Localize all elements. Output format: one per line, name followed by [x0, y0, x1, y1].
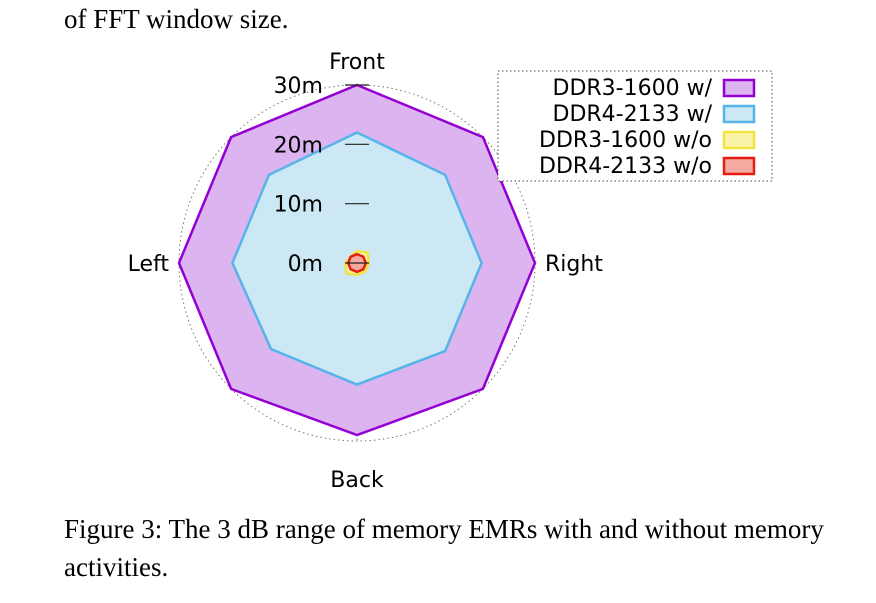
- legend: DDR3-1600 w/DDR4-2133 w/DDR3-1600 w/oDDR…: [497, 70, 773, 182]
- figure-caption: Figure 3: The 3 dB range of memory EMRs …: [64, 514, 824, 582]
- radial-tick-label-0: 0m: [288, 252, 323, 277]
- direction-label-0: Front: [329, 50, 385, 75]
- direction-label-2: Right: [545, 252, 603, 277]
- legend-label-2: DDR3-1600 w/o: [539, 128, 712, 153]
- legend-label-3: DDR4-2133 w/o: [539, 154, 712, 179]
- legend-swatch-0: [722, 78, 756, 98]
- direction-labels: Front Right Back Left: [128, 50, 604, 493]
- radial-tick-label-1: 10m: [274, 193, 323, 218]
- preceding-text: of FFT window size.: [64, 4, 289, 34]
- legend-swatch-3: [722, 156, 756, 176]
- direction-label-6: Left: [128, 252, 170, 277]
- radar-series: [177, 83, 537, 437]
- legend-label-0: DDR3-1600 w/: [553, 76, 713, 101]
- radial-tick-label-3: 30m: [274, 74, 323, 99]
- legend-swatch-2: [722, 130, 756, 150]
- legend-label-1: DDR4-2133 w/: [553, 102, 713, 127]
- radial-tick-label-2: 20m: [274, 133, 323, 158]
- legend-swatch-1: [722, 104, 756, 124]
- radar-chart: 0m 10m 20m 30m Front Right Back Left DDR3-1600…: [128, 50, 773, 493]
- radial-axis: 0m 10m 20m 30m: [274, 74, 369, 277]
- direction-label-4: Back: [330, 468, 384, 493]
